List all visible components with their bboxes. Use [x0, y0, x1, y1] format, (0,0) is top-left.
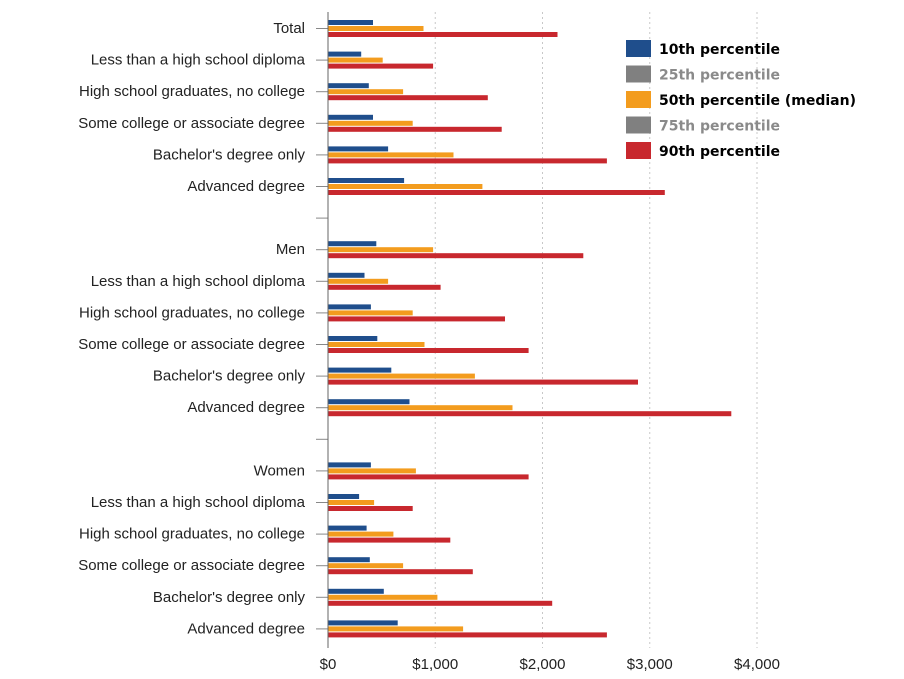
legend-swatch-3 [626, 116, 651, 134]
legend-label-0: 10th percentile [659, 42, 780, 58]
bar-row10-series0 [328, 336, 378, 341]
bar-row1-series4 [328, 63, 434, 69]
bars [328, 20, 732, 638]
category-label-16: High school graduates, no college [79, 526, 305, 543]
category-label-10: Some college or associate degree [78, 336, 305, 353]
bar-row3-series4 [328, 126, 502, 132]
category-label-7: Men [276, 241, 305, 258]
category-label-17: Some college or associate degree [78, 557, 305, 574]
bar-row15-series4 [328, 506, 413, 511]
legend-label-2: 50th percentile (median) [659, 93, 856, 109]
x-tick-label-4: $4,000 [734, 656, 780, 673]
bar-row19-series0 [328, 620, 398, 626]
bar-row9-series0 [328, 304, 371, 310]
bar-row9-series2 [328, 310, 413, 316]
x-tick-label-0: $0 [320, 656, 337, 673]
bar-row18-series0 [328, 588, 384, 594]
bar-row12-series0 [328, 399, 410, 405]
bar-row5-series4 [328, 190, 665, 195]
bar-row14-series2 [328, 468, 416, 474]
bar-row14-series0 [328, 462, 371, 468]
bar-row5-series0 [328, 178, 405, 183]
bar-row18-series4 [328, 600, 553, 606]
x-tick-label-2: $2,000 [520, 656, 566, 673]
bar-row14-series4 [328, 474, 529, 480]
x-tick-label-3: $3,000 [627, 656, 673, 673]
category-label-1: Less than a high school diploma [91, 52, 306, 69]
bar-row10-series4 [328, 348, 529, 353]
category-label-0: Total [273, 20, 305, 37]
bar-row11-series0 [328, 367, 392, 373]
legend-swatch-0 [626, 40, 651, 57]
bar-row0-series0 [328, 20, 373, 25]
bar-row18-series2 [328, 594, 438, 600]
category-label-14: Women [254, 462, 305, 479]
bar-row2-series2 [328, 89, 404, 95]
bar-row17-series0 [328, 557, 370, 563]
legend: 10th percentile 25th percentile 50th perce… [626, 40, 856, 160]
bar-row0-series4 [328, 32, 558, 37]
bar-row7-series4 [328, 253, 584, 259]
bar-row11-series4 [328, 379, 638, 385]
bar-row7-series0 [328, 241, 377, 247]
bar-row9-series4 [328, 316, 505, 322]
bar-row2-series4 [328, 95, 488, 101]
axes [316, 12, 329, 648]
bar-row4-series4 [328, 158, 607, 164]
legend-label-1: 25th percentile [659, 68, 780, 84]
bar-row17-series4 [328, 569, 473, 575]
bar-row11-series2 [328, 373, 475, 379]
bar-row16-series4 [328, 537, 451, 543]
bar-row15-series0 [328, 494, 360, 499]
bar-row8-series2 [328, 278, 389, 284]
x-tick-labels: $0 $1,000 $2,000 $3,000 $4,000 [320, 656, 780, 673]
bar-row5-series2 [328, 184, 483, 189]
bar-row12-series4 [328, 411, 732, 417]
category-label-19: Advanced degree [187, 620, 305, 637]
bar-row16-series0 [328, 525, 367, 531]
x-tick-label-1: $1,000 [412, 656, 458, 673]
legend-label-4: 90th percentile [659, 144, 780, 160]
bar-row10-series2 [328, 342, 425, 347]
bar-row19-series4 [328, 632, 607, 638]
bar-row16-series2 [328, 531, 394, 537]
bar-row1-series2 [328, 57, 383, 63]
bar-row12-series2 [328, 405, 513, 411]
legend-label-3: 75th percentile [659, 119, 780, 135]
bar-row0-series2 [328, 26, 424, 31]
bar-row15-series2 [328, 500, 375, 505]
category-label-11: Bachelor's degree only [153, 368, 306, 385]
bar-row3-series2 [328, 120, 413, 126]
bar-row2-series0 [328, 83, 369, 89]
category-label-18: Bachelor's degree only [153, 589, 306, 606]
bar-row17-series2 [328, 563, 404, 569]
bar-row19-series2 [328, 626, 464, 632]
category-label-2: High school graduates, no college [79, 83, 305, 100]
category-label-15: Less than a high school diploma [91, 494, 306, 511]
bar-row4-series2 [328, 152, 454, 158]
bar-row3-series0 [328, 114, 373, 120]
legend-swatch-1 [626, 65, 651, 83]
category-label-4: Bachelor's degree only [153, 146, 306, 163]
bar-row8-series0 [328, 272, 365, 278]
category-label-12: Advanced degree [187, 399, 305, 416]
category-label-9: High school graduates, no college [79, 304, 305, 321]
bar-row8-series4 [328, 284, 441, 290]
category-label-3: Some college or associate degree [78, 115, 305, 132]
category-label-5: Advanced degree [187, 178, 305, 195]
legend-swatch-2 [626, 91, 651, 108]
bar-row4-series0 [328, 146, 389, 152]
category-labels: Total Less than a high school diploma High… [78, 20, 305, 637]
category-label-8: Less than a high school diploma [91, 273, 306, 290]
bar-row7-series2 [328, 247, 434, 253]
legend-swatch-4 [626, 142, 651, 159]
bar-row1-series0 [328, 51, 362, 57]
